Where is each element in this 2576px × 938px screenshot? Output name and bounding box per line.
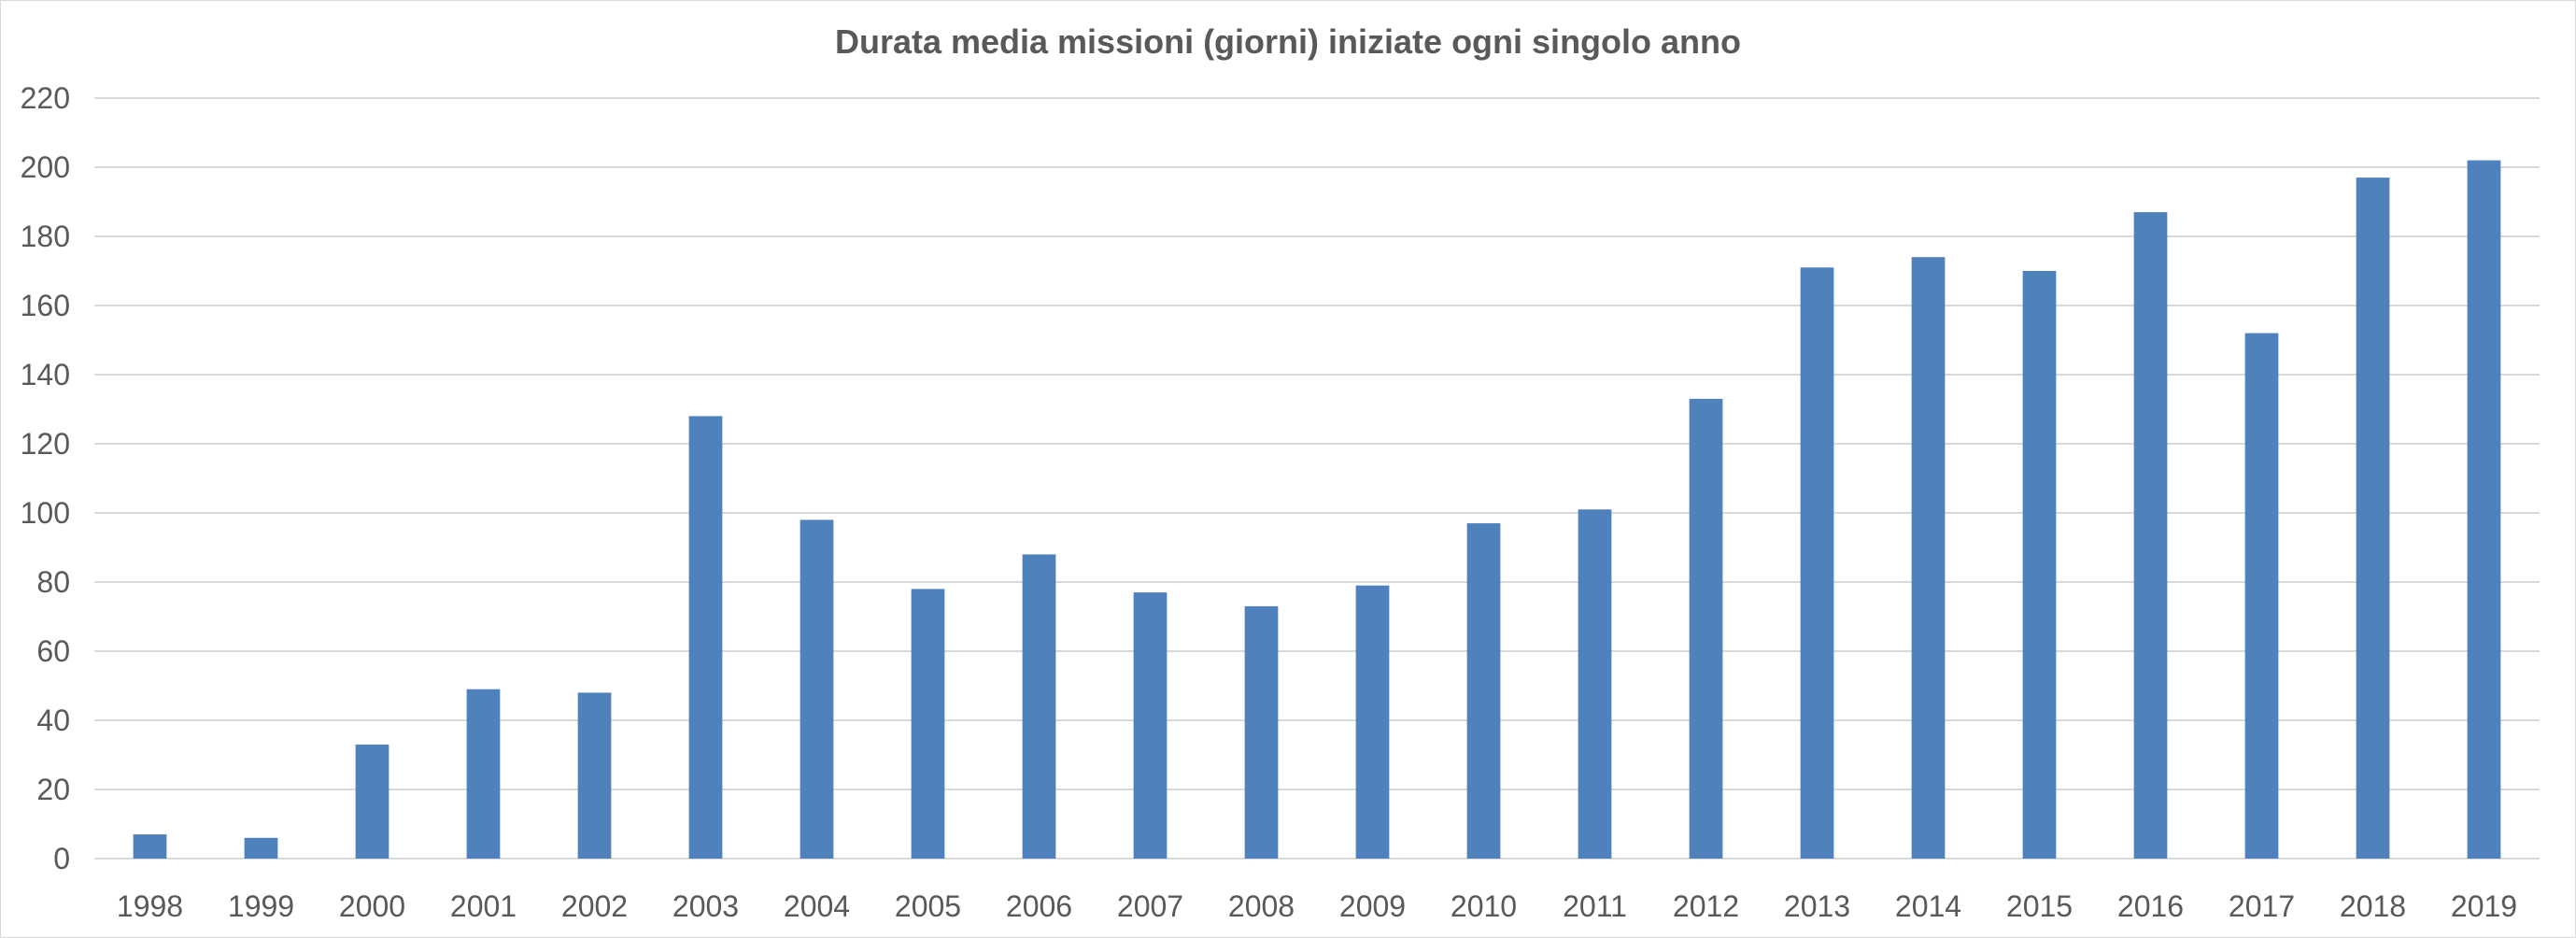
bar-1998 <box>133 834 167 859</box>
bar-2002 <box>577 692 612 859</box>
x-tick-label: 1999 <box>228 889 294 923</box>
bar-2011 <box>1578 509 1612 859</box>
x-tick-label: 2015 <box>2006 889 2073 923</box>
bar-2012 <box>1689 398 1723 859</box>
x-tick-label: 2010 <box>1451 889 1517 923</box>
bar-2006 <box>1022 554 1056 859</box>
y-tick-label: 40 <box>36 704 70 737</box>
bar-2004 <box>800 519 834 859</box>
x-tick-label: 2018 <box>2340 889 2406 923</box>
bar-2005 <box>911 589 945 859</box>
bars <box>133 160 2501 860</box>
x-tick-label: 1998 <box>117 889 183 923</box>
x-tick-label: 2016 <box>2117 889 2184 923</box>
gridlines <box>94 97 2540 860</box>
x-tick-label: 2017 <box>2229 889 2295 923</box>
y-tick-label: 0 <box>53 842 70 875</box>
x-axis-ticks: 1998 1999 2000 2001 2002 2003 2004 2005 2006 2007… <box>117 889 2517 923</box>
bar-2019 <box>2467 160 2501 860</box>
bar-2007 <box>1133 592 1168 859</box>
bar-2013 <box>1800 267 1834 859</box>
y-tick-label: 200 <box>21 150 70 184</box>
bar-2014 <box>1911 257 1946 859</box>
y-axis-ticks: 0 20 40 60 80 100 120 140 160 180 200 220 <box>21 81 70 875</box>
bar-2018 <box>2356 178 2390 860</box>
bar-2000 <box>355 744 389 859</box>
x-tick-label: 2012 <box>1673 889 1739 923</box>
x-tick-label: 2009 <box>1339 889 1406 923</box>
x-tick-label: 2014 <box>1895 889 1961 923</box>
x-tick-label: 2007 <box>1117 889 1183 923</box>
x-tick-label: 2006 <box>1006 889 1072 923</box>
y-tick-label: 20 <box>36 773 70 806</box>
bar-2009 <box>1355 585 1390 859</box>
x-tick-label: 2013 <box>1784 889 1850 923</box>
y-tick-label: 60 <box>36 634 70 668</box>
x-tick-label: 2002 <box>561 889 628 923</box>
y-tick-label: 100 <box>21 496 70 530</box>
x-tick-label: 2000 <box>339 889 405 923</box>
y-tick-label: 180 <box>21 220 70 253</box>
x-tick-label: 2008 <box>1228 889 1295 923</box>
y-tick-label: 120 <box>21 427 70 461</box>
x-tick-label: 2001 <box>450 889 517 923</box>
x-tick-label: 2019 <box>2451 889 2517 923</box>
x-tick-label: 2004 <box>784 889 850 923</box>
y-tick-label: 220 <box>21 81 70 115</box>
bar-2017 <box>2244 333 2279 860</box>
y-tick-label: 160 <box>21 289 70 322</box>
y-tick-label: 140 <box>21 358 70 391</box>
x-tick-label: 2005 <box>895 889 961 923</box>
x-tick-label: 2003 <box>672 889 739 923</box>
bar-2001 <box>466 689 501 859</box>
bar-2015 <box>2022 271 2057 859</box>
y-tick-label: 80 <box>36 565 70 599</box>
bar-2010 <box>1466 523 1501 859</box>
bar-2003 <box>688 416 723 859</box>
bar-1999 <box>244 837 278 859</box>
bar-2016 <box>2133 212 2168 860</box>
bar-2008 <box>1244 605 1279 859</box>
chart-title: Durata media missioni (giorni) iniziate … <box>835 22 1741 61</box>
x-tick-label: 2011 <box>1563 889 1627 923</box>
